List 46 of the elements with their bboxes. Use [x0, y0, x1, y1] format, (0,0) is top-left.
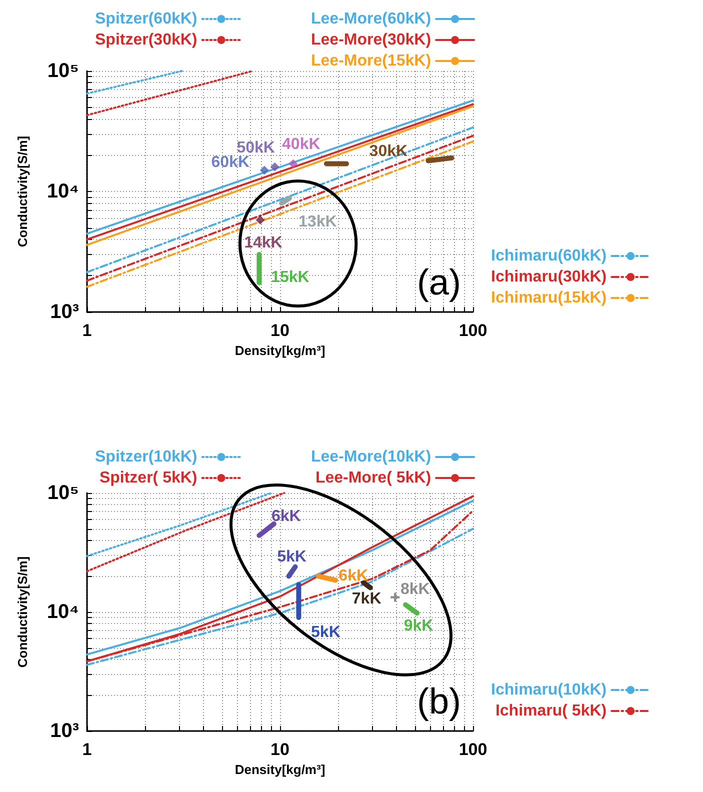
annotation: (a) [417, 262, 461, 302]
series-label: 30kK [369, 143, 408, 160]
series-label: 6kK [338, 568, 368, 585]
series-label: 13kK [298, 214, 338, 231]
series-label: 15kK [271, 269, 310, 286]
y-tick-label: 10⁵ [47, 60, 79, 82]
series-label: 50kK [236, 139, 276, 156]
series-label: 14kK [244, 234, 283, 252]
legend-label: Spitzer( 5kK) [99, 470, 198, 486]
y-tick-label: 10³ [50, 720, 80, 742]
x-tick-label: 100 [458, 321, 488, 340]
legend-label: Ichimaru(15kK) [491, 290, 607, 306]
y-axis-title: Conductivity[S/m] [15, 136, 30, 248]
y-axis-title: Conductivity[S/m] [15, 556, 30, 668]
annotation: (b) [417, 680, 461, 722]
x-tick-label: 1 [82, 740, 92, 759]
legend-label: Spitzer(30kK) [95, 32, 198, 48]
legend-label: Lee-More(30kK) [311, 32, 432, 48]
x-axis-title: Density[kg/m³] [234, 343, 326, 358]
series-label: 40kK [282, 136, 321, 154]
legend-label: Lee-More(15kK) [311, 52, 432, 70]
legend-label: Lee-More(60kK) [311, 10, 432, 28]
series-label: 60kK [211, 154, 250, 171]
legend-label: Spitzer(10kK) [95, 448, 198, 466]
series-label: 7kK [352, 590, 382, 608]
series-label: 9kK [404, 617, 434, 634]
legend-label: Ichimaru(30kK) [491, 268, 607, 286]
x-tick-label: 10 [270, 740, 290, 759]
legend-label: Lee-More( 5kK) [315, 470, 432, 486]
y-tick-label: 10⁴ [46, 180, 79, 202]
y-tick-label: 10⁴ [46, 601, 79, 623]
series-label: 5kK [311, 624, 341, 642]
series-label: 8kK [400, 580, 430, 598]
legend-label: Ichimaru( 5kK) [495, 702, 607, 720]
x-tick-label: 1 [82, 321, 92, 340]
x-axis-title: Density[kg/m³] [234, 762, 326, 777]
legend-label: Ichimaru(60kK) [491, 248, 607, 264]
x-tick-label: 10 [270, 321, 290, 340]
legend-label: Spitzer(60kK) [95, 10, 198, 28]
legend-label: Ichimaru(10kK) [491, 682, 607, 698]
series-label: 5kK [277, 548, 307, 566]
y-tick-label: 10⁵ [47, 482, 79, 504]
x-tick-label: 100 [458, 740, 488, 759]
y-tick-label: 10³ [50, 301, 80, 323]
series-label: 6kK [271, 508, 302, 525]
legend-label: Lee-More(10kK) [311, 448, 432, 466]
